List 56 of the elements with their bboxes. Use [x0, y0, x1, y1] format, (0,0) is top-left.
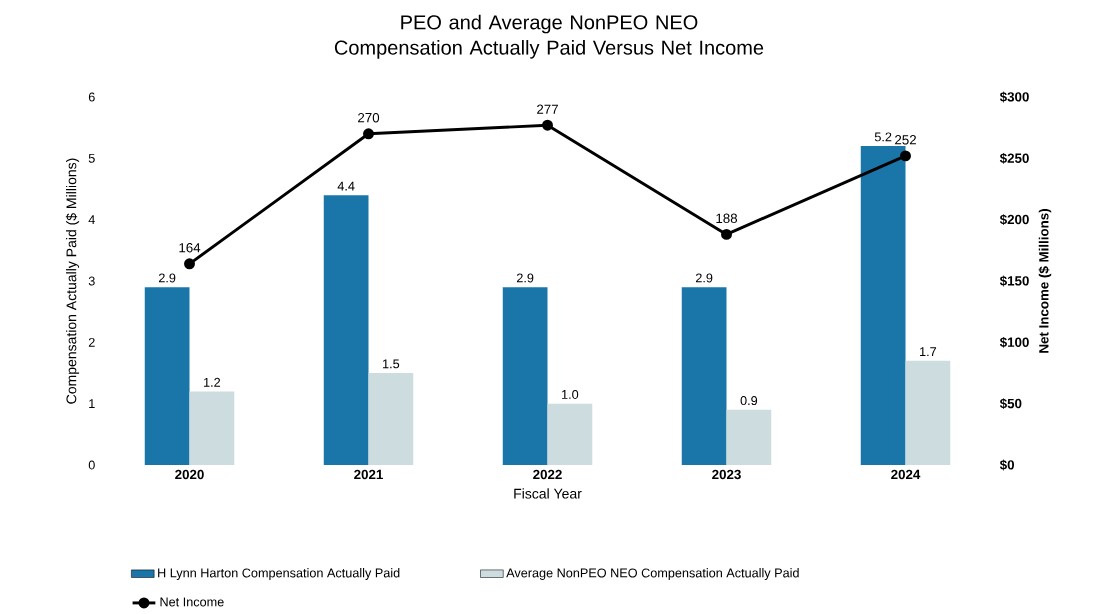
x-tick-label: 2020	[175, 469, 204, 480]
data-label: 4.4	[337, 181, 355, 191]
y2-tick-label: $250	[999, 153, 1029, 164]
y-tick-label: 6	[88, 92, 95, 102]
data-label: 2.9	[158, 273, 176, 283]
x-tick-label: 2021	[354, 469, 383, 480]
y2-tick-label: $300	[999, 91, 1029, 103]
legend-label: Net Income	[160, 597, 224, 607]
data-label: 0.9	[740, 396, 758, 406]
y-tick-label: 2	[88, 338, 95, 347]
y2-tick-label: $150	[999, 275, 1029, 287]
data-label: 2.9	[695, 273, 713, 283]
data-label: 1.5	[383, 359, 400, 369]
y-tick-label: 0	[88, 460, 95, 470]
data-label: 188	[716, 213, 738, 224]
y2-tick-label: $50	[999, 398, 1022, 410]
bar	[547, 403, 593, 466]
bar	[860, 146, 906, 466]
data-label: 2.9	[516, 273, 534, 283]
y-tick-label: 4	[88, 215, 95, 225]
bar	[323, 195, 369, 466]
point	[721, 229, 732, 241]
y2-tick-label: $0	[999, 459, 1015, 471]
bar	[726, 409, 772, 466]
point	[184, 258, 195, 270]
x-axis-title: Fiscal Year	[514, 488, 582, 499]
data-label: 164	[179, 243, 201, 253]
x-tick-label: 2024	[891, 469, 921, 480]
y-axis-title: Compensation Actually Paid ($ Millions)	[65, 158, 80, 404]
bar	[368, 373, 414, 466]
bar	[502, 287, 548, 466]
point	[542, 119, 553, 131]
x-tick-label: 2023	[712, 469, 741, 480]
y2-tick-label: $200	[999, 214, 1029, 226]
chart-title: PEO and Average NonPEO NEO Compensation Actually Paid Versus Net Income	[334, 14, 764, 59]
data-label: 1.2	[204, 378, 221, 387]
legend-label: H Lynn Harton Compensation Actually Paid	[158, 568, 400, 581]
y-tick-label: 3	[88, 276, 95, 286]
y2-axis-title: Net Income ($ Millions)	[1038, 209, 1052, 353]
data-label: 252	[895, 135, 916, 145]
data-label: 270	[358, 113, 380, 123]
point	[363, 128, 374, 140]
data-label: 1.7	[920, 347, 937, 357]
y-tick-label: 1	[89, 399, 95, 409]
legend-label: Average NonPEO NEO Compensation Actually Paid	[506, 568, 799, 581]
bar	[905, 360, 951, 466]
y-tick-label: 5	[88, 154, 95, 163]
bar	[681, 287, 727, 466]
data-label: 277	[537, 104, 558, 115]
bar	[189, 391, 235, 466]
y2-tick-label: $100	[999, 337, 1029, 348]
data-label: 1.0	[562, 390, 579, 400]
x-tick-label: 2022	[533, 469, 562, 480]
point	[900, 150, 911, 162]
bar	[144, 287, 190, 466]
data-label: 5.2	[874, 132, 892, 142]
